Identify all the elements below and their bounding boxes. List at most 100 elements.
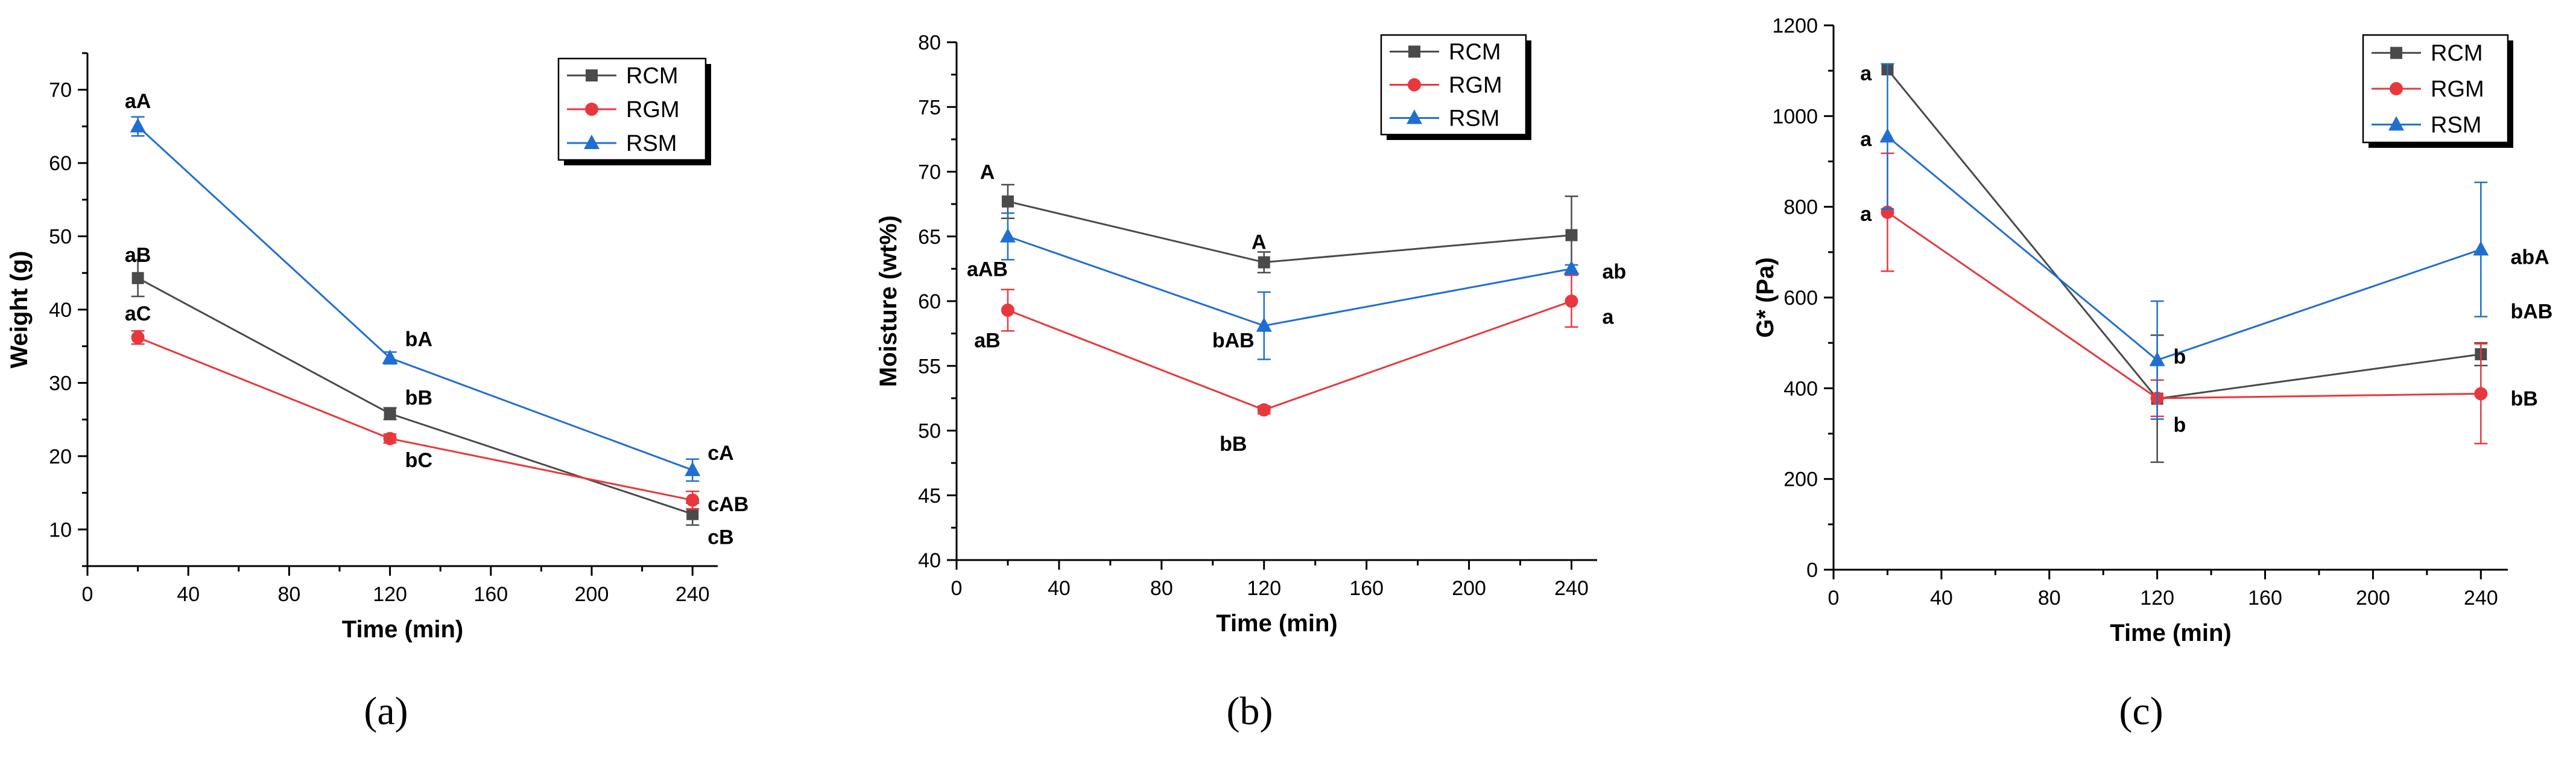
marker-square-1: [1258, 256, 1270, 269]
legend-entry-rcm: RCM: [2431, 41, 2483, 66]
y-tick-label: 55: [918, 355, 941, 378]
significance-label: aB: [125, 244, 151, 267]
marker-circle-1: [1408, 78, 1421, 92]
y-tick-label: 1200: [1772, 14, 1818, 37]
y-tick-label: 0: [1806, 559, 1818, 582]
legend: RCM RGM RSM: [557, 57, 711, 165]
y-tick-label: 80: [918, 31, 941, 54]
marker-square-0: [586, 69, 598, 81]
marker-circle-2: [1565, 295, 1578, 308]
marker-triangle-2: [2388, 116, 2404, 131]
significance-label: aAB: [967, 258, 1008, 281]
significance-label: b: [2173, 413, 2186, 436]
y-tick-label: 70: [49, 79, 72, 102]
x-tick-label: 120: [2140, 587, 2174, 610]
legend-entry-rsm: RSM: [626, 131, 677, 156]
series-rgm: [1881, 152, 2488, 445]
y-axis-title: Weight (g): [6, 251, 33, 369]
series-line-rcm: [1007, 200, 1572, 264]
marker-square-1: [384, 407, 396, 420]
series-line-rsm: [1887, 136, 2481, 361]
significance-label: a: [1860, 62, 1872, 85]
marker-triangle-1: [1256, 317, 1272, 332]
significance-label: bA: [405, 328, 432, 351]
marker-triangle-2: [685, 461, 701, 476]
y-axis-title: G* (Pa): [1752, 257, 1779, 337]
y-tick-label: 40: [49, 299, 72, 322]
y-axis-title: Moisture (wt%): [875, 215, 902, 387]
legend-entry-rgm: RGM: [626, 97, 680, 123]
series-line-rgm: [138, 336, 693, 502]
x-tick-label: 240: [1554, 577, 1589, 600]
significance-label: A: [980, 161, 995, 184]
x-axis-title: Time (min): [342, 616, 464, 643]
y-tick-label: 800: [1783, 196, 1818, 219]
marker-square-0: [1001, 195, 1014, 208]
marker-triangle-1: [382, 349, 398, 365]
marker-square-2: [686, 508, 699, 520]
series-line-rgm: [1887, 211, 2481, 400]
significance-label: bC: [405, 449, 432, 472]
marker-circle-0: [1001, 304, 1014, 317]
x-tick-label: 120: [1247, 577, 1281, 600]
x-axis-title: Time (min): [1216, 610, 1338, 637]
significance-label: a: [1860, 128, 1872, 151]
x-tick-label: 160: [2248, 587, 2282, 610]
y-tick-label: 200: [1783, 468, 1818, 491]
x-tick-label: 240: [676, 583, 710, 606]
y-tick-label: 65: [918, 226, 941, 249]
x-tick-label: 240: [2464, 587, 2498, 610]
marker-triangle-2: [584, 135, 600, 149]
x-axis-title: Time (min): [2110, 620, 2232, 646]
chart-moisture: 0 40 80 120 160 200 240 40 45 50 55 60 65 70 75 80 Time …: [875, 31, 1626, 637]
y-tick-label: 10: [49, 518, 72, 541]
significance-label: bB: [405, 387, 432, 410]
x-tick-label: 40: [177, 583, 200, 606]
marker-triangle-0: [130, 118, 146, 133]
marker-circle-1: [1257, 403, 1271, 417]
x-tick-label: 80: [2038, 587, 2061, 610]
legend-entry-rcm: RCM: [626, 63, 679, 89]
marker-circle-2: [2474, 387, 2488, 401]
significance-label: cAB: [707, 493, 748, 516]
marker-triangle-2: [1563, 260, 1580, 275]
y-tick-label: 50: [918, 420, 941, 443]
x-tick-label: 0: [82, 583, 93, 606]
legend-entry-rgm: RGM: [2431, 77, 2484, 102]
marker-triangle-0: [1879, 128, 1896, 143]
x-tick-label: 0: [1828, 587, 1840, 610]
series-rsm: [130, 116, 701, 482]
x-tick-label: 200: [1452, 577, 1486, 600]
x-tick-label: 80: [1150, 577, 1173, 600]
marker-square-0: [131, 272, 144, 284]
x-tick-label: 80: [277, 583, 300, 606]
significance-label: cB: [707, 526, 733, 549]
legend-entry-rsm: RSM: [2431, 112, 2481, 138]
x-tick-label: 120: [373, 583, 407, 606]
significance-label: ab: [1602, 261, 1626, 284]
y-tick-label: 60: [918, 290, 941, 313]
significance-label: A: [1252, 231, 1267, 253]
significance-label: aA: [125, 90, 151, 113]
marker-triangle-2: [1407, 109, 1422, 124]
series-rsm: [1879, 63, 2489, 420]
series-rgm: [131, 330, 700, 510]
y-tick-label: 600: [1783, 287, 1818, 310]
y-tick-label: 40: [918, 549, 941, 572]
significance-label: bB: [1220, 433, 1247, 456]
significance-label: bAB: [2510, 301, 2552, 323]
y-tick-label: 75: [918, 96, 941, 119]
marker-triangle-0: [999, 228, 1016, 243]
panel-label-b: (b): [1227, 689, 1273, 733]
x-tick-label: 0: [951, 577, 963, 600]
legend: RCM RGM RSM: [1380, 34, 1531, 140]
legend-entry-rgm: RGM: [1449, 73, 1502, 98]
significance-label: a: [1860, 203, 1872, 226]
series-rcm: [131, 259, 700, 526]
significance-label: abA: [2510, 246, 2549, 269]
significance-label: aB: [974, 329, 1000, 352]
marker-triangle-2: [2473, 241, 2489, 256]
y-tick-label: 30: [49, 372, 72, 395]
series-rgm: [1001, 274, 1578, 417]
